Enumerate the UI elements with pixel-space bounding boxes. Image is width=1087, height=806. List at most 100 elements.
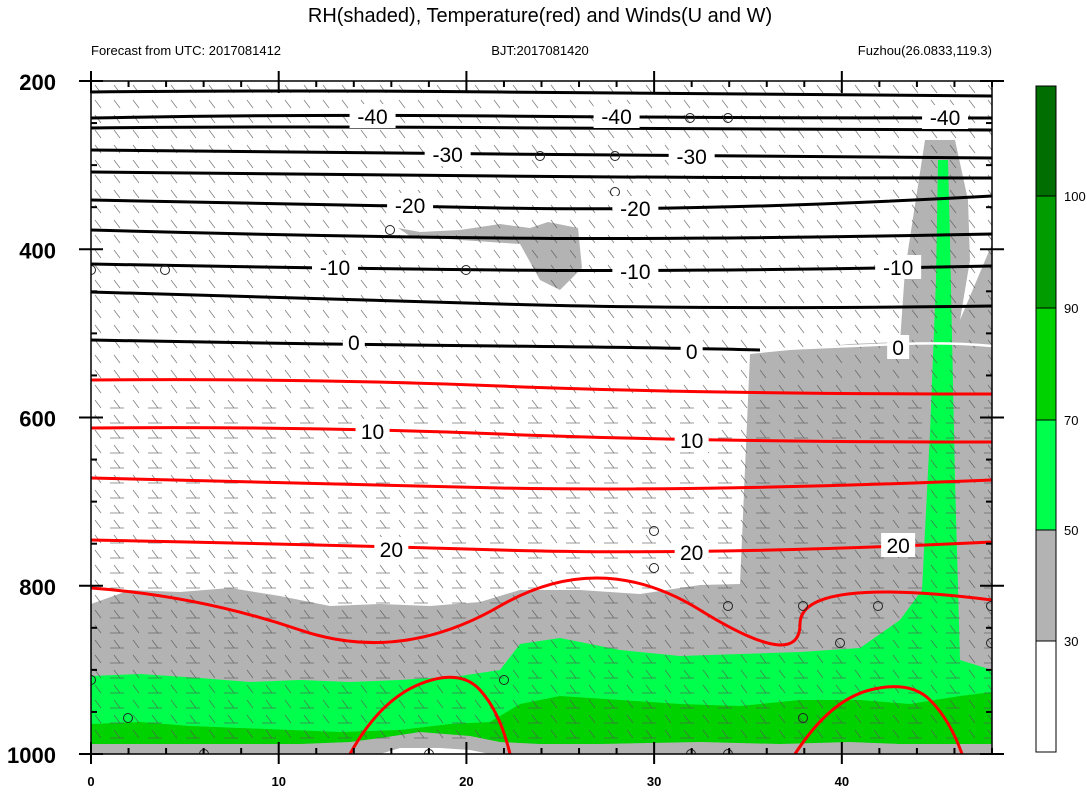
wind-barb	[531, 624, 539, 634]
wind-barb	[360, 444, 368, 454]
wind-barb	[683, 489, 691, 499]
wind-barb	[170, 204, 178, 214]
wind-barb	[987, 249, 992, 257]
wind-barb	[588, 519, 596, 529]
wind-barb	[360, 549, 368, 559]
wind-barb	[816, 579, 824, 589]
wind-barb	[322, 654, 330, 664]
wind-barb	[664, 579, 672, 589]
wind-barb	[949, 369, 957, 379]
wind-barb	[436, 354, 444, 364]
wind-barb	[816, 159, 824, 169]
wind-barb	[170, 174, 178, 184]
wind-barb	[151, 129, 159, 139]
wind-barb	[246, 309, 254, 319]
wind-barb	[170, 654, 178, 664]
wind-barb	[94, 264, 102, 274]
wind-barb	[227, 234, 235, 244]
wind-barb	[113, 429, 121, 439]
wind-barb	[626, 369, 634, 379]
wind-barb	[493, 354, 501, 364]
wind-barb	[512, 624, 520, 634]
wind-barb	[189, 489, 197, 499]
wind-barb	[664, 399, 672, 409]
wind-barb	[816, 219, 824, 229]
wind-barb	[892, 204, 900, 214]
wind-barb	[341, 504, 349, 514]
wind-barb	[132, 219, 140, 229]
contour-label-background	[674, 428, 709, 452]
wind-barb	[303, 684, 311, 694]
wind-barb	[132, 549, 140, 559]
wind-barb	[284, 414, 292, 424]
wind-barb	[341, 714, 349, 724]
wind-barb	[493, 249, 501, 259]
wind-barb	[569, 489, 577, 499]
wind-barb	[531, 519, 539, 529]
wind-barb	[683, 504, 691, 514]
wind-barb	[664, 324, 672, 334]
wind-barb	[759, 309, 767, 319]
wind-barb	[322, 204, 330, 214]
wind-barb	[778, 189, 786, 199]
colorbar-segment	[1035, 85, 1057, 197]
wind-barb	[588, 654, 596, 664]
wind-barb	[170, 639, 178, 649]
wind-barb	[683, 639, 691, 649]
wind-barb	[987, 609, 992, 617]
wind-barb	[911, 699, 919, 709]
wind-barb	[892, 84, 900, 94]
wind-barb	[113, 324, 121, 334]
wind-barb	[911, 384, 919, 394]
wind-barb	[664, 369, 672, 379]
wind-barb	[550, 369, 558, 379]
wind-barb	[303, 414, 311, 424]
wind-barb	[417, 699, 425, 709]
wind-barb	[797, 579, 805, 589]
wind-barb	[797, 699, 805, 709]
wind-barb	[721, 519, 729, 529]
calm-wind-marker	[499, 675, 509, 685]
wind-barb	[531, 654, 539, 664]
wind-barb	[227, 249, 235, 259]
wind-barb	[303, 384, 311, 394]
wind-barb	[94, 249, 102, 259]
wind-barb	[398, 564, 406, 574]
wind-barb	[892, 129, 900, 139]
wind-barb	[455, 564, 463, 574]
wind-barb	[702, 504, 710, 514]
wind-barb	[208, 414, 216, 424]
wind-barb	[132, 159, 140, 169]
wind-barb	[645, 624, 653, 634]
wind-barb	[94, 414, 102, 424]
wind-barb	[132, 684, 140, 694]
wind-barb	[246, 249, 254, 259]
wind-barb	[132, 639, 140, 649]
wind-barb	[702, 369, 710, 379]
wind-barb	[151, 579, 159, 589]
wind-barb	[379, 579, 387, 589]
wind-barb	[227, 309, 235, 319]
wind-barb	[265, 234, 273, 244]
wind-barb	[588, 189, 596, 199]
wind-barb	[189, 669, 197, 679]
wind-barb	[664, 294, 672, 304]
wind-barb	[911, 444, 919, 454]
wind-barb	[797, 189, 805, 199]
wind-barb	[132, 429, 140, 439]
wind-barb	[493, 474, 501, 484]
wind-barb	[531, 474, 539, 484]
contour-plus-10	[91, 426, 992, 444]
wind-barb	[436, 324, 444, 334]
contour-label: 0	[348, 332, 360, 355]
wind-barb	[265, 669, 273, 679]
calm-wind-marker	[610, 151, 620, 161]
wind-barb	[702, 729, 710, 739]
wind-barb	[797, 99, 805, 109]
calm-wind-marker	[723, 601, 733, 611]
wind-barb	[588, 504, 596, 514]
wind-barb	[189, 399, 197, 409]
wind-barb	[284, 249, 292, 259]
wind-barb	[265, 414, 273, 424]
